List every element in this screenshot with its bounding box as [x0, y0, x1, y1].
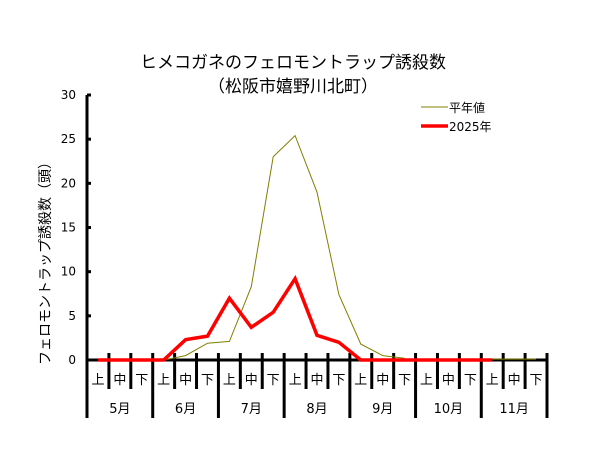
x-sub-label: 中 — [245, 373, 258, 388]
y-tick-label: 10 — [61, 265, 76, 279]
x-sub-label: 中 — [376, 373, 389, 388]
x-sub-label: 上 — [420, 373, 433, 388]
x-sub-label: 上 — [289, 373, 302, 388]
legend-label: 平年値 — [449, 100, 485, 115]
x-sub-label: 下 — [530, 373, 543, 388]
x-sub-label: 中 — [508, 373, 521, 388]
y-tick-label: 30 — [61, 88, 76, 102]
x-month-label: 8月 — [306, 402, 327, 417]
x-sub-label: 下 — [398, 373, 411, 388]
x-sub-label: 下 — [201, 373, 214, 388]
chart-subtitle: （松阪市嬉野川北町） — [208, 77, 378, 97]
x-sub-label: 中 — [113, 373, 126, 388]
y-axis-label: フェロモントラップ誘殺数（頭） — [38, 155, 54, 365]
y-tick-label: 20 — [61, 176, 76, 190]
series-line-2025 — [98, 274, 493, 362]
x-sub-label: 下 — [135, 373, 148, 388]
x-month-label: 11月 — [499, 402, 529, 417]
x-month-label: 7月 — [241, 402, 262, 417]
x-month-label: 9月 — [372, 402, 393, 417]
x-sub-label: 中 — [310, 373, 323, 388]
x-sub-label: 中 — [179, 373, 192, 388]
y-tick-label: 25 — [61, 132, 76, 146]
x-month-label: 5月 — [109, 402, 130, 417]
chart-title: ヒメコガネのフェロモントラップ誘殺数 — [140, 53, 446, 73]
y-tick-label: 5 — [68, 309, 76, 323]
x-sub-label: 下 — [464, 373, 477, 388]
x-sub-label: 上 — [354, 373, 367, 388]
series-line-normal — [163, 134, 405, 361]
x-sub-label: 上 — [223, 373, 236, 388]
x-sub-label: 上 — [486, 373, 499, 388]
x-sub-label: 下 — [332, 373, 345, 388]
x-sub-label: 下 — [267, 373, 280, 388]
x-month-label: 10月 — [434, 402, 464, 417]
x-sub-label: 上 — [157, 373, 170, 388]
legend-label: 2025年 — [449, 120, 492, 134]
x-month-label: 6月 — [175, 402, 196, 417]
y-tick-label: 15 — [61, 221, 76, 235]
x-sub-label: 中 — [442, 373, 455, 388]
y-tick-label: 0 — [68, 353, 76, 367]
x-sub-label: 上 — [91, 373, 104, 388]
